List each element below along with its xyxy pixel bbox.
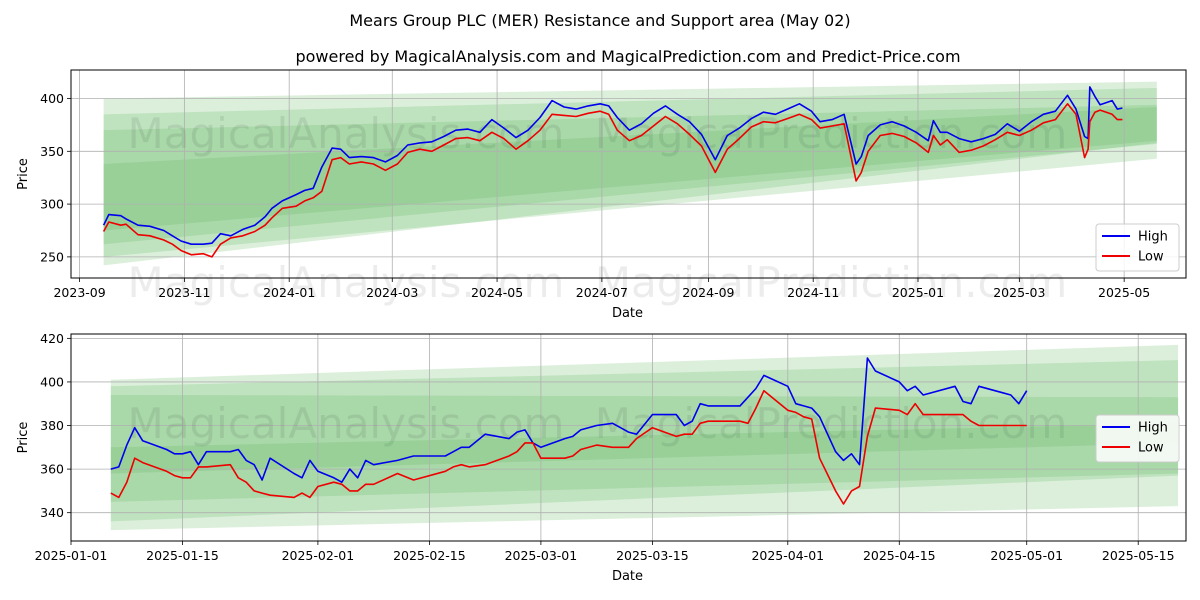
watermark-right: MagicalPrediction.com [595, 109, 1068, 158]
y-tick-label: 350 [40, 144, 64, 159]
x-axis-label: Date [612, 569, 643, 584]
x-tick-label: 2025-05-01 [990, 548, 1063, 563]
x-tick-label: 2023-11 [158, 285, 210, 300]
legend-label-low: Low [1138, 441, 1164, 456]
chart-title: Mears Group PLC (MER) Resistance and Sup… [349, 11, 850, 30]
band-2 [110, 395, 1179, 502]
x-tick-label: 2024-11 [787, 285, 839, 300]
y-tick-label: 420 [40, 331, 64, 346]
y-tick-label: 400 [40, 91, 64, 106]
y-axis-label: Price [16, 422, 31, 454]
y-axis-label: Price [16, 158, 31, 190]
x-tick-label: 2024-09 [682, 285, 734, 300]
legend: High Low [1095, 223, 1180, 272]
y-tick-label: 400 [40, 374, 64, 389]
band-1 [110, 360, 1179, 522]
watermarks: MagicalAnalysis.com MagicalPrediction.com [128, 109, 1068, 158]
bottom-plot-panel: 2025-01-01 2025-01-15 2025-02-01 2025-02-15… [16, 331, 1187, 584]
x-tick-label: 2025-02-01 [282, 548, 355, 563]
x-tick-label: 2023-09 [53, 285, 105, 300]
x-tick-label: 2025-04-01 [751, 548, 824, 563]
watermark-left: MagicalAnalysis.com [128, 109, 565, 158]
series-high-line [110, 357, 1028, 483]
band-1 [103, 87, 1157, 257]
x-tick-label: 2025-03 [993, 285, 1045, 300]
y-tick-label: 300 [40, 197, 64, 212]
legend-label-high: High [1138, 230, 1168, 245]
series-lines [110, 357, 1028, 505]
legend: High Low [1095, 414, 1180, 463]
chart-subtitle: powered by MagicalAnalysis.com and Magic… [295, 47, 960, 66]
x-tick-label: 2025-01-01 [35, 548, 108, 563]
x-tick-label: 2025-05-15 [1102, 548, 1175, 563]
grid-and-ticks: 2025-01-01 2025-01-15 2025-02-01 2025-02-15… [35, 331, 1186, 563]
band-0 [103, 81, 1157, 266]
x-axis-label: Date [612, 306, 643, 321]
series-lines [102, 86, 1123, 258]
x-tick-label: 2025-05 [1098, 285, 1150, 300]
band-3 [103, 106, 1157, 231]
x-tick-label: 2025-01-15 [146, 548, 219, 563]
plot-frame [70, 333, 1187, 542]
band-3 [110, 423, 1179, 474]
y-tick-label: 340 [40, 505, 64, 520]
series-low-line [102, 103, 1123, 258]
band-2 [103, 104, 1157, 245]
x-tick-label: 2025-01 [892, 285, 944, 300]
x-tick-label: 2024-07 [576, 285, 628, 300]
x-tick-label: 2024-03 [366, 285, 418, 300]
series-low-line [110, 389, 1027, 505]
x-tick-label: 2024-05 [471, 285, 523, 300]
x-tick-label: 2025-02-15 [393, 548, 466, 563]
y-tick-label: 380 [40, 418, 64, 433]
top-plot-panel: 2023-09 2023-11 2024-01 2024-03 2024-05 2024-… [16, 69, 1187, 321]
x-tick-label: 2024-01 [263, 285, 315, 300]
series-high-line [102, 86, 1123, 245]
watermark-left: MagicalAnalysis.com [128, 399, 565, 448]
legend-label-low: Low [1138, 250, 1164, 265]
x-tick-label: 2025-04-15 [863, 548, 936, 563]
watermark-right-lower: MagicalPrediction.com [595, 258, 1068, 307]
x-tick-label: 2025-03-01 [505, 548, 578, 563]
watermarks: MagicalAnalysis.com MagicalPrediction.com [128, 399, 1068, 448]
grid-and-ticks: 2023-09 2023-11 2024-01 2024-03 2024-05 2024-… [40, 70, 1186, 300]
x-tick-label: 2025-03-15 [616, 548, 689, 563]
support-resistance-bands [103, 81, 1157, 266]
plot-frame [70, 69, 1187, 279]
watermark-left-lower: MagicalAnalysis.com [128, 258, 565, 307]
y-tick-label: 250 [40, 249, 64, 264]
legend-label-high: High [1138, 421, 1168, 436]
support-resistance-bands [110, 344, 1179, 531]
band-0 [110, 344, 1179, 531]
y-tick-label: 360 [40, 462, 64, 477]
